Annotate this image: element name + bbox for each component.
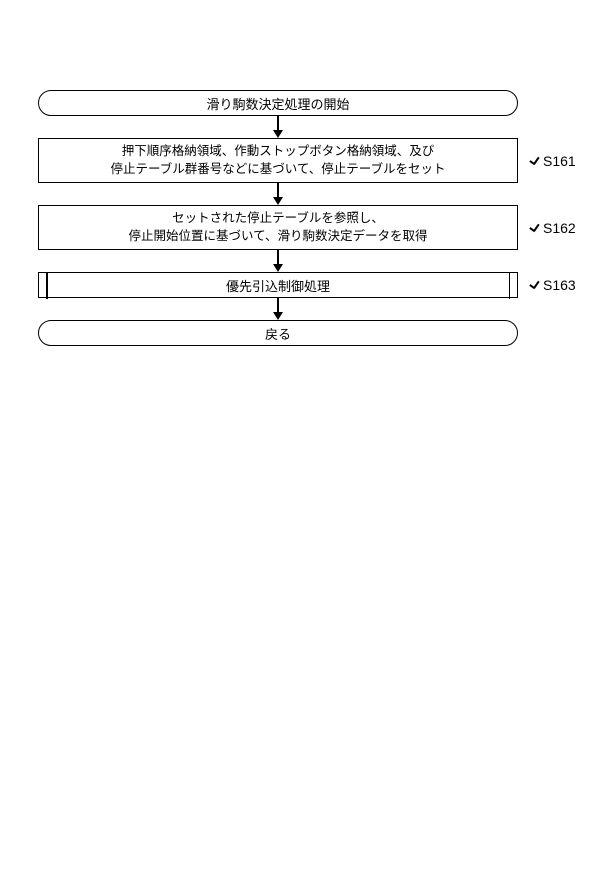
arrow-2 xyxy=(38,183,518,205)
label-s161-text: S161 xyxy=(543,153,576,169)
process-s161-line2: 停止テーブル群番号などに基づいて、停止テーブルをセット xyxy=(110,161,445,179)
flow-end-row: 戻る xyxy=(38,320,568,346)
terminal-end: 戻る xyxy=(38,320,518,346)
label-s162: S162 xyxy=(530,220,576,236)
subprocess-s163-text: 優先引込制御処理 xyxy=(226,276,330,295)
terminal-start: 滑り駒数決定処理の開始 xyxy=(38,90,518,116)
flowchart-container: 滑り駒数決定処理の開始 押下順序格納領域、作動ストップボタン格納領域、及び 停止… xyxy=(38,90,568,346)
flow-s163-row: 優先引込制御処理 S163 xyxy=(38,272,568,298)
tick-icon xyxy=(530,156,540,166)
process-s161-line1: 押下順序格納領域、作動ストップボタン格納領域、及び xyxy=(122,143,435,161)
tick-icon xyxy=(530,223,540,233)
terminal-end-text: 戻る xyxy=(265,324,291,343)
process-s162-line1: セットされた停止テーブルを参照し、 xyxy=(172,210,384,228)
process-s161: 押下順序格納領域、作動ストップボタン格納領域、及び 停止テーブル群番号などに基づ… xyxy=(38,138,518,183)
label-s162-text: S162 xyxy=(543,220,576,236)
process-s162-line2: 停止開始位置に基づいて、滑り駒数決定データを取得 xyxy=(128,228,427,246)
subprocess-s163: 優先引込制御処理 xyxy=(38,272,518,298)
tick-icon xyxy=(530,280,540,290)
arrow-4 xyxy=(38,298,518,320)
label-s161: S161 xyxy=(530,153,576,169)
flow-s162-row: セットされた停止テーブルを参照し、 停止開始位置に基づいて、滑り駒数決定データを… xyxy=(38,205,568,250)
label-s163: S163 xyxy=(530,277,576,293)
flow-s161-row: 押下順序格納領域、作動ストップボタン格納領域、及び 停止テーブル群番号などに基づ… xyxy=(38,138,568,183)
flow-start-row: 滑り駒数決定処理の開始 xyxy=(38,90,568,116)
process-s162: セットされた停止テーブルを参照し、 停止開始位置に基づいて、滑り駒数決定データを… xyxy=(38,205,518,250)
arrow-1 xyxy=(38,116,518,138)
terminal-start-text: 滑り駒数決定処理の開始 xyxy=(206,94,349,113)
arrow-3 xyxy=(38,250,518,272)
label-s163-text: S163 xyxy=(543,277,576,293)
